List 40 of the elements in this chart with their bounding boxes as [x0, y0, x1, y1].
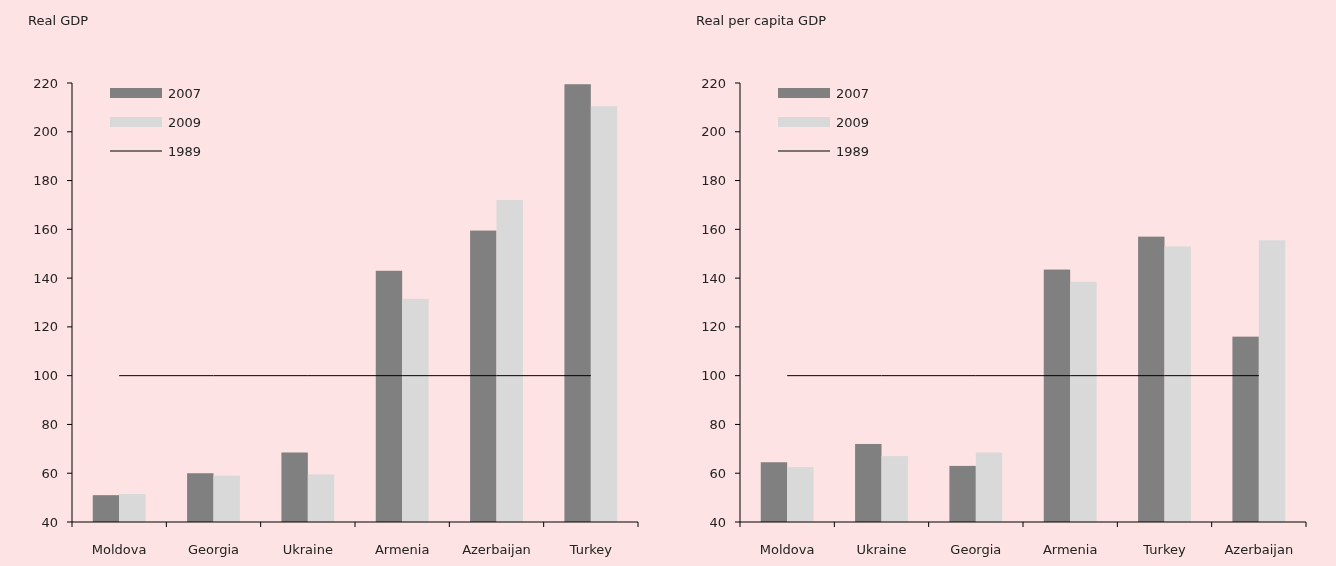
- y-tick-label: 80: [709, 416, 726, 432]
- x-tick-label: Georgia: [950, 542, 1002, 557]
- legend-label: 2009: [168, 114, 202, 130]
- y-tick-label: 140: [33, 270, 58, 286]
- y-tick-label: 60: [709, 465, 726, 481]
- x-tick-label: Moldova: [759, 542, 815, 557]
- y-tick-label: 40: [41, 514, 58, 530]
- legend-label: 1989: [168, 143, 202, 159]
- y-tick-label: 140: [701, 270, 726, 286]
- y-tick-label: 40: [709, 514, 726, 530]
- x-tick-label: Azerbaijan: [1224, 542, 1294, 557]
- legend-label: 1989: [836, 143, 870, 159]
- x-tick-label: Turkey: [1142, 542, 1186, 557]
- y-tick-label: 100: [701, 368, 726, 384]
- x-tick-label: Ukraine: [282, 542, 333, 557]
- y-tick-label: 80: [41, 416, 58, 432]
- y-tick-label: 60: [41, 465, 58, 481]
- legend-label: 2007: [836, 85, 870, 101]
- y-tick-label: 200: [33, 124, 58, 140]
- x-tick-label: Turkey: [568, 542, 613, 557]
- y-tick-label: 180: [33, 173, 58, 189]
- legend-label: 2007: [168, 85, 202, 101]
- y-tick-label: 120: [701, 319, 726, 335]
- x-tick-label: Azerbaijan: [462, 542, 531, 557]
- x-tick-label: Armenia: [374, 542, 430, 557]
- y-tick-label: 200: [701, 124, 726, 140]
- y-tick-label: 160: [701, 221, 726, 237]
- x-tick-label: Ukraine: [856, 542, 907, 557]
- y-tick-label: 100: [33, 368, 58, 384]
- y-tick-label: 220: [701, 75, 726, 91]
- y-tick-label: 160: [33, 221, 58, 237]
- x-tick-label: Georgia: [188, 542, 239, 557]
- legend-label: 2009: [836, 114, 870, 130]
- chart-title: Real GDP: [28, 13, 89, 28]
- x-tick-label: Moldova: [91, 542, 147, 557]
- y-tick-label: 120: [33, 319, 58, 335]
- y-tick-label: 180: [701, 173, 726, 189]
- x-tick-label: Armenia: [1042, 542, 1098, 557]
- y-tick-label: 220: [33, 75, 58, 91]
- chart-title: Real per capita GDP: [696, 13, 827, 28]
